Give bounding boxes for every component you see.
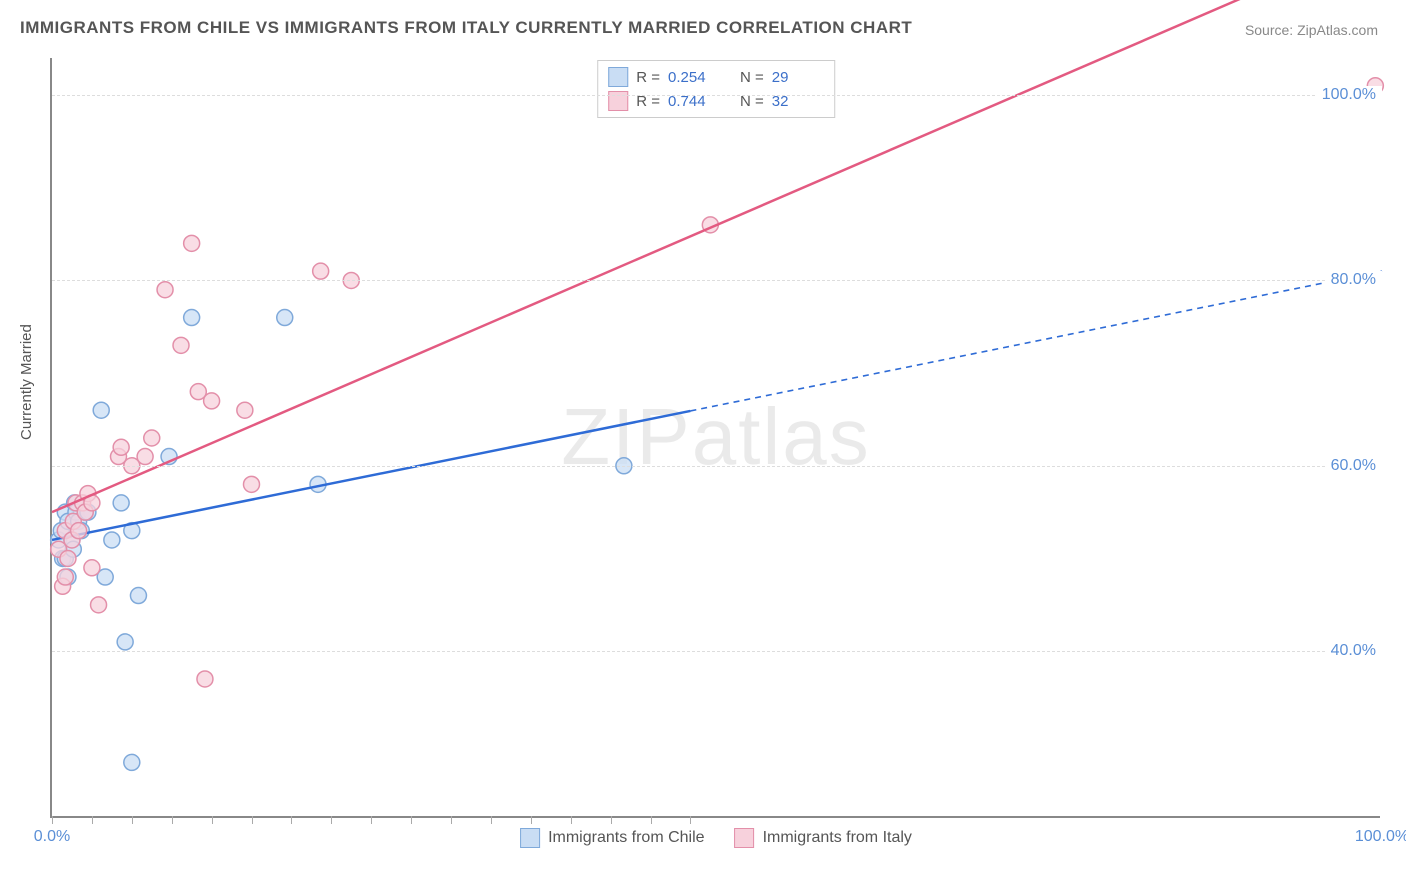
x-tick-mark [611,816,612,824]
y-tick-label: 40.0% [1325,642,1382,660]
legend-swatch [608,67,628,87]
legend-swatch [520,828,540,848]
chart-title: IMMIGRANTS FROM CHILE VS IMMIGRANTS FROM… [20,18,912,38]
legend-stats: R = 0.254 N = 29 R = 0.744N = 32 [597,60,835,118]
gridline [52,466,1380,467]
source-label: Source: ZipAtlas.com [1245,22,1378,38]
scatter-point [137,449,153,465]
trend-line-dashed [690,271,1382,411]
scatter-point [313,263,329,279]
scatter-point [113,495,129,511]
stat-n-label: N = [740,69,764,86]
x-tick-mark [571,816,572,824]
scatter-point [60,550,76,566]
y-tick-label: 80.0% [1325,271,1382,289]
scatter-point [204,393,220,409]
legend-stat-row: R = 0.744N = 32 [608,89,824,113]
scatter-point [144,430,160,446]
legend-series: Immigrants from Chile Immigrants from Ita… [520,828,912,848]
x-tick-label: 0.0% [34,828,70,846]
scatter-point [91,597,107,613]
scatter-point [71,523,87,539]
scatter-point [184,235,200,251]
x-tick-label: 100.0% [1355,828,1406,846]
scatter-point [113,439,129,455]
legend-stat-row: R = 0.254 N = 29 [608,65,824,89]
legend-swatch [608,91,628,111]
scatter-point [84,560,100,576]
scatter-point [117,634,133,650]
x-tick-mark [132,816,133,824]
scatter-point [184,310,200,326]
scatter-point [157,282,173,298]
stat-r-value: 0.254 [668,69,720,86]
scatter-point [57,569,73,585]
gridline [52,651,1380,652]
x-tick-mark [411,816,412,824]
x-tick-mark [491,816,492,824]
plot-svg [52,58,1380,816]
gridline [52,95,1380,96]
y-tick-label: 100.0% [1316,86,1382,104]
x-tick-mark [371,816,372,824]
scatter-point [93,402,109,418]
scatter-point [104,532,120,548]
x-tick-mark [291,816,292,824]
legend-label: Immigrants from Italy [763,829,912,847]
y-axis-label: Currently Married [18,324,35,440]
scatter-point [197,671,213,687]
stat-n-value: 29 [772,69,824,86]
x-tick-mark [92,816,93,824]
scatter-point [244,476,260,492]
x-tick-mark [172,816,173,824]
legend-item: Immigrants from Chile [520,828,704,848]
legend-label: Immigrants from Chile [548,829,704,847]
scatter-point [124,754,140,770]
stat-r-label: R = [636,69,660,86]
scatter-point [277,310,293,326]
scatter-point [237,402,253,418]
x-tick-mark [331,816,332,824]
gridline [52,280,1380,281]
y-tick-label: 60.0% [1325,457,1382,475]
x-tick-mark [212,816,213,824]
x-tick-mark [252,816,253,824]
x-tick-mark [451,816,452,824]
legend-swatch [735,828,755,848]
x-tick-mark [52,816,53,824]
chart-plot-area: ZIPatlas R = 0.254N = 29R = 0.744N = 32 … [50,58,1380,818]
scatter-point [173,337,189,353]
legend-item: Immigrants from Italy [735,828,912,848]
scatter-point [130,588,146,604]
x-tick-mark [690,816,691,824]
x-tick-mark [651,816,652,824]
x-tick-mark [531,816,532,824]
